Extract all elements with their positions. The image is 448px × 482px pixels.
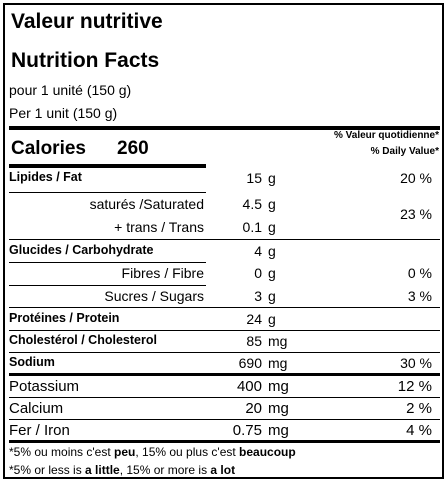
sodium-label: Sodium xyxy=(9,355,55,369)
footnote-french-part-1: *5% ou moins c'est xyxy=(9,445,115,459)
sodium-quantity: 690 xyxy=(238,355,262,371)
potassium-percent: 12 % xyxy=(397,378,432,395)
divider-fat xyxy=(9,192,206,193)
carbohydrate-unit: g xyxy=(268,243,276,259)
divider-fibre xyxy=(9,285,206,286)
fibre-label: Fibres / Fibre xyxy=(121,265,204,281)
cholesterol-label: Cholestérol / Cholesterol xyxy=(9,333,157,347)
saturated-label: saturés /Saturated xyxy=(89,196,204,212)
divider-trans xyxy=(9,239,440,240)
protein-quantity: 24 xyxy=(246,311,262,327)
saturated-unit: g xyxy=(268,196,276,212)
potassium-quantity: 400 xyxy=(236,378,262,395)
footnote-english-part-2: , 15% or more is xyxy=(119,463,211,477)
divider-sugars xyxy=(9,307,440,308)
nutrition-facts-label: Valeur nutritive Nutrition Facts pour 1 … xyxy=(3,3,444,479)
daily-value-heading-english: % Daily Value* xyxy=(370,146,439,157)
sodium-percent: 30 % xyxy=(400,355,432,371)
footnote-english: *5% or less is a little, 15% or more is … xyxy=(9,463,235,477)
divider-protein xyxy=(9,330,440,331)
calories-underline xyxy=(9,164,206,168)
footnote-french-little: peu xyxy=(114,445,136,459)
calcium-percent: 2 % xyxy=(406,400,432,417)
fat-label: Lipides / Fat xyxy=(9,170,82,184)
footnote-french: *5% ou moins c'est peu, 15% ou plus c'es… xyxy=(9,445,296,459)
iron-quantity: 0.75 xyxy=(232,422,262,439)
potassium-label: Potassium xyxy=(9,378,80,395)
divider-potassium xyxy=(9,397,440,398)
thick-divider-footnote xyxy=(9,440,440,443)
trans-quantity: 0.1 xyxy=(242,219,262,235)
footnote-french-part-2: , 15% ou plus c'est xyxy=(135,445,240,459)
fibre-unit: g xyxy=(268,265,276,281)
calcium-unit: mg xyxy=(268,400,289,417)
saturated-trans-percent: 23 % xyxy=(400,206,432,222)
iron-label: Fer / Iron xyxy=(9,422,70,439)
protein-label: Protéines / Protein xyxy=(9,311,120,325)
divider-cholesterol xyxy=(9,352,440,353)
footnote-english-little: a little xyxy=(85,463,120,477)
trans-label: + trans / Trans xyxy=(114,219,204,235)
sugars-unit: g xyxy=(268,288,276,304)
calories-label: Calories xyxy=(11,138,86,159)
calcium-quantity: 20 xyxy=(245,400,262,417)
footnote-english-part-1: *5% or less is xyxy=(9,463,86,477)
sugars-percent: 3 % xyxy=(407,288,432,304)
fat-percent: 20 % xyxy=(400,170,432,186)
divider-calcium xyxy=(9,419,440,420)
carbohydrate-label: Glucides / Carbohydrate xyxy=(9,243,154,257)
serving-size-french: pour 1 unité (150 g) xyxy=(9,82,132,98)
iron-percent: 4 % xyxy=(406,422,432,439)
carbohydrate-quantity: 4 xyxy=(254,243,262,259)
iron-unit: mg xyxy=(268,422,289,439)
title-english: Nutrition Facts xyxy=(11,49,160,72)
footnote-english-lot: a lot xyxy=(210,463,236,477)
fat-quantity: 15 xyxy=(246,170,262,186)
fibre-percent: 0 % xyxy=(407,265,432,281)
daily-value-heading-french: % Valeur quotidienne* xyxy=(333,130,439,141)
fat-unit: g xyxy=(268,170,276,186)
cholesterol-unit: mg xyxy=(268,333,288,349)
cholesterol-quantity: 85 xyxy=(246,333,262,349)
saturated-quantity: 4.5 xyxy=(242,196,262,212)
thick-divider-top xyxy=(9,126,440,130)
serving-size-english: Per 1 unit (150 g) xyxy=(9,105,118,121)
sugars-quantity: 3 xyxy=(254,288,262,304)
trans-unit: g xyxy=(268,219,276,235)
protein-unit: g xyxy=(268,311,276,327)
divider-carbohydrate xyxy=(9,262,206,263)
sodium-unit: mg xyxy=(268,355,288,371)
calories-value: 260 xyxy=(117,138,149,159)
fibre-quantity: 0 xyxy=(254,265,262,281)
calcium-label: Calcium xyxy=(9,400,64,417)
sugars-label: Sucres / Sugars xyxy=(104,288,204,304)
thick-divider-vitamins xyxy=(9,373,440,376)
footnote-french-lot: beaucoup xyxy=(239,445,296,459)
potassium-unit: mg xyxy=(268,378,289,395)
title-french: Valeur nutritive xyxy=(11,10,163,33)
